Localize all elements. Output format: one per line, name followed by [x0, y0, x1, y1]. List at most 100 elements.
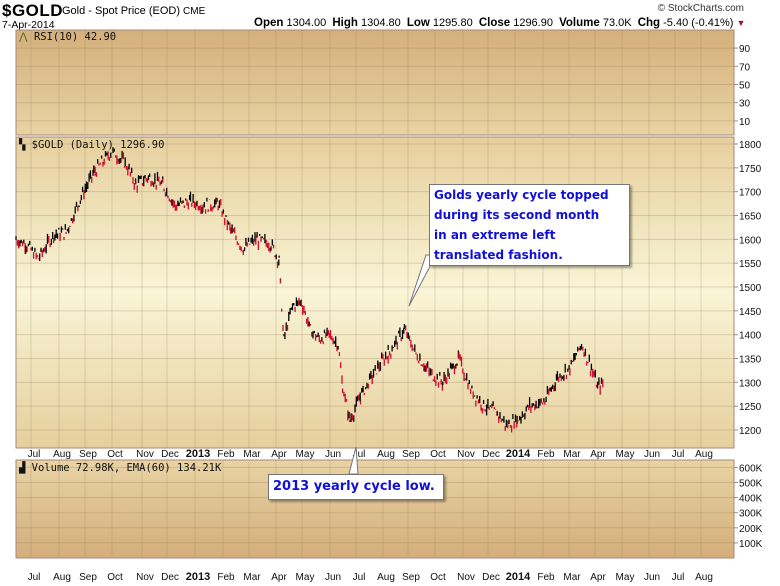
quote-stats: Open 1304.00 High 1304.80 Low 1295.80 Cl…: [254, 17, 745, 29]
svg-text:500K: 500K: [739, 479, 763, 490]
svg-text:May: May: [616, 572, 635, 583]
svg-text:2013: 2013: [186, 448, 210, 460]
instrument-name: Gold - Spot Price (EOD): [62, 5, 180, 17]
svg-text:600K: 600K: [739, 463, 763, 474]
svg-text:Jul: Jul: [353, 572, 366, 583]
down-arrow-icon: ▼: [736, 18, 746, 28]
svg-text:1650: 1650: [739, 212, 762, 223]
chart-symbol: $GOLD: [2, 1, 64, 20]
svg-text:Sep: Sep: [79, 572, 97, 583]
svg-text:Mar: Mar: [243, 449, 261, 460]
price-panel-title: ▚ $GOLD (Daily) 1296.90: [19, 139, 164, 151]
svg-text:1300: 1300: [739, 378, 762, 389]
svg-text:Apr: Apr: [590, 572, 606, 583]
svg-text:Jul: Jul: [28, 449, 41, 460]
svg-text:Apr: Apr: [271, 449, 287, 460]
svg-text:Oct: Oct: [430, 449, 446, 460]
svg-text:1600: 1600: [739, 235, 762, 246]
svg-text:Mar: Mar: [243, 572, 261, 583]
svg-text:Aug: Aug: [377, 572, 395, 583]
svg-text:100K: 100K: [739, 539, 763, 550]
brand-watermark: © StockCharts.com: [657, 3, 744, 14]
svg-text:90: 90: [739, 44, 751, 55]
svg-text:Dec: Dec: [482, 572, 500, 583]
svg-text:Jun: Jun: [325, 572, 341, 583]
svg-text:Sep: Sep: [402, 572, 420, 583]
svg-text:Nov: Nov: [457, 449, 475, 460]
svg-text:200K: 200K: [739, 524, 763, 535]
svg-text:Jun: Jun: [325, 449, 341, 460]
svg-text:1750: 1750: [739, 164, 762, 175]
svg-text:1700: 1700: [739, 188, 762, 199]
low-label: Low: [406, 17, 430, 29]
svg-text:Oct: Oct: [107, 449, 123, 460]
svg-text:2014: 2014: [506, 448, 531, 460]
annotation-cycle-top: Golds yearly cycle topped during its sec…: [429, 184, 630, 266]
svg-text:1200: 1200: [739, 426, 762, 437]
svg-text:Mar: Mar: [563, 572, 581, 583]
volume-bars-icon: ▟: [19, 462, 26, 474]
high-label: High: [332, 17, 358, 29]
svg-text:2014: 2014: [506, 571, 531, 583]
annotation-line: 2013 yearly cycle low.: [273, 479, 435, 494]
svg-text:30: 30: [739, 99, 751, 110]
chart-date: 7-Apr-2014: [2, 19, 55, 31]
svg-text:Dec: Dec: [161, 572, 179, 583]
chg-value: -5.40 (-0.41%): [663, 17, 734, 29]
svg-text:May: May: [296, 572, 315, 583]
svg-text:Aug: Aug: [53, 572, 71, 583]
svg-text:1250: 1250: [739, 402, 762, 413]
svg-text:Dec: Dec: [482, 449, 500, 460]
svg-text:1550: 1550: [739, 259, 762, 270]
svg-text:1800: 1800: [739, 140, 762, 151]
svg-text:300K: 300K: [739, 509, 763, 520]
svg-text:1400: 1400: [739, 331, 762, 342]
svg-text:Jun: Jun: [644, 572, 660, 583]
svg-text:Nov: Nov: [136, 572, 154, 583]
svg-text:Jul: Jul: [672, 449, 685, 460]
svg-text:Mar: Mar: [563, 449, 581, 460]
price-title-text: $GOLD (Daily) 1296.90: [31, 139, 165, 151]
svg-text:1500: 1500: [739, 283, 762, 294]
close-value: 1296.90: [513, 17, 553, 29]
svg-text:Dec: Dec: [161, 449, 179, 460]
svg-text:Jul: Jul: [353, 449, 366, 460]
svg-text:Feb: Feb: [537, 449, 555, 460]
svg-text:70: 70: [739, 62, 751, 73]
annotation-line: in an extreme left: [434, 228, 556, 242]
svg-text:Oct: Oct: [107, 572, 123, 583]
low-value: 1295.80: [432, 17, 473, 29]
high-value: 1304.80: [360, 17, 401, 29]
chg-label: Chg: [637, 17, 661, 29]
svg-text:1350: 1350: [739, 355, 762, 366]
svg-text:Feb: Feb: [537, 572, 555, 583]
svg-text:Feb: Feb: [217, 572, 235, 583]
svg-text:Jul: Jul: [28, 572, 41, 583]
volume-panel-title: ▟ Volume 72.98K, EMA(60) 134.21K: [19, 462, 221, 474]
svg-text:Jun: Jun: [644, 449, 660, 460]
svg-text:Oct: Oct: [430, 572, 446, 583]
open-value: 1304.00: [286, 17, 327, 29]
annotation-line: during its second month: [434, 208, 600, 222]
svg-text:Apr: Apr: [271, 572, 287, 583]
svg-text:May: May: [616, 449, 635, 460]
svg-text:Nov: Nov: [136, 449, 154, 460]
volume-value: 73.0K: [602, 17, 632, 29]
svg-text:400K: 400K: [739, 494, 763, 505]
svg-text:May: May: [296, 449, 315, 460]
annotation-line: Golds yearly cycle topped: [434, 188, 609, 202]
svg-text:Aug: Aug: [377, 449, 395, 460]
volume-label: Volume: [559, 17, 600, 29]
close-label: Close: [478, 17, 511, 29]
svg-text:Apr: Apr: [590, 449, 606, 460]
svg-text:Aug: Aug: [53, 449, 71, 460]
rsi-panel-title: ⋀ RSI(10) 42.90: [19, 31, 116, 43]
svg-text:2013: 2013: [186, 571, 210, 583]
svg-text:50: 50: [739, 81, 751, 92]
exchange: CME: [183, 6, 206, 17]
svg-text:Feb: Feb: [217, 449, 235, 460]
svg-text:1450: 1450: [739, 307, 762, 318]
annotation-line: translated fashion.: [434, 248, 563, 262]
open-label: Open: [254, 17, 284, 29]
rsi-icon: ⋀: [19, 31, 28, 43]
